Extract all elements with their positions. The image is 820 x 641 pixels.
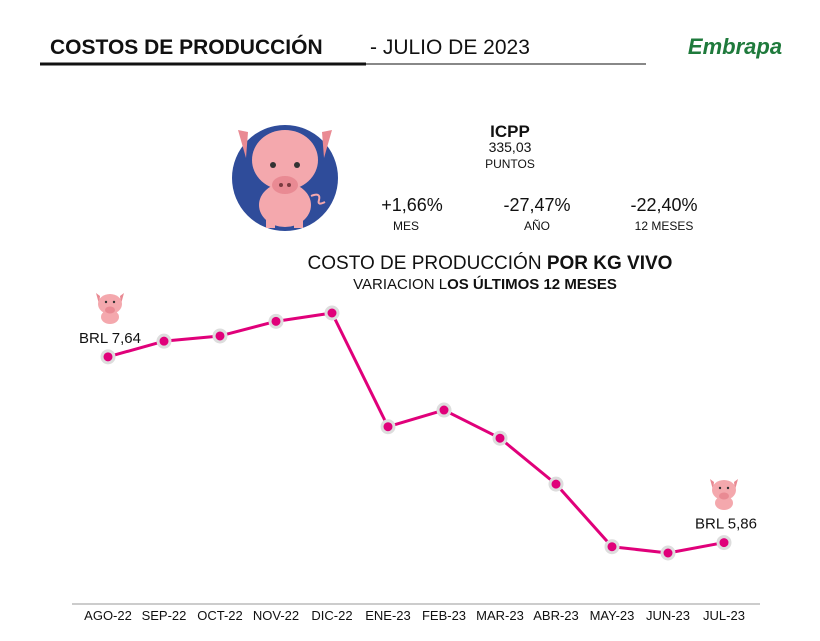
point [100,349,116,365]
change-value: -27,47% [503,195,570,215]
point [212,328,228,344]
point [380,419,396,435]
chart-title-part: POR KG VIVO [547,253,673,274]
change-label: AÑO [524,219,550,233]
value-label: BRL 7,64 [79,330,141,347]
chart-subtitle-part: OS ÚLTIMOS 12 MESES [447,275,617,293]
logo: Embrapa [688,34,782,59]
indicator-name: ICPP [490,122,530,141]
small-pig [710,479,738,510]
chart-title-part: COSTO DE PRODUCCIÓN [308,252,542,274]
point [604,539,620,555]
point [716,535,732,551]
plot: AGO-22 SEP-22 OCT-22 NOV-22 DIC-22 ENE-23 FEB-… [79,305,757,623]
x-tick-label: MAY-23 [590,608,635,623]
point [156,333,172,349]
change-label: MES [393,219,419,233]
point [548,476,564,492]
line [107,311,725,555]
point [324,305,340,321]
x-tick-label: OCT-22 [197,608,243,623]
point [492,430,508,446]
change-value: +1,66% [381,195,443,215]
x-tick-label: JUL-23 [703,608,745,623]
pig-icon [232,125,338,231]
x-tick-label: ENE-23 [365,608,411,623]
chart-subtitle-part: VARIACION L [353,276,447,293]
x-tick-label: FEB-23 [422,608,466,623]
x-tick-label: MAR-23 [476,608,524,623]
change-value: -22,40% [630,195,697,215]
indicator-unit: PUNTOS [485,157,535,171]
header-title: COSTOS DE PRODUCCIÓN [50,35,323,59]
indicator-value: 335,03 [489,139,532,155]
point [660,545,676,561]
chart-title: COSTO DE PRODUCCIÓN POR KG VIVO [308,252,673,274]
small-pig [96,293,124,324]
point [436,402,452,418]
x-tick-label: SEP-22 [142,608,187,623]
changes: +1,66% MES -27,47% AÑO -22,40% 12 MESES [381,195,697,233]
x-tick-label: JUN-23 [646,608,690,623]
change-label: 12 MESES [635,219,694,233]
x-tick-label: ABR-23 [533,608,579,623]
point [268,313,284,329]
value-label: BRL 5,86 [695,516,757,533]
x-tick-label: AGO-22 [84,608,132,623]
header-title-rest: - JULIO DE 2023 [370,36,530,59]
chart-subtitle: VARIACION LOS ÚLTIMOS 12 MESES [353,275,617,293]
x-tick-label: DIC-22 [311,608,352,623]
x-tick-label: NOV-22 [253,608,299,623]
